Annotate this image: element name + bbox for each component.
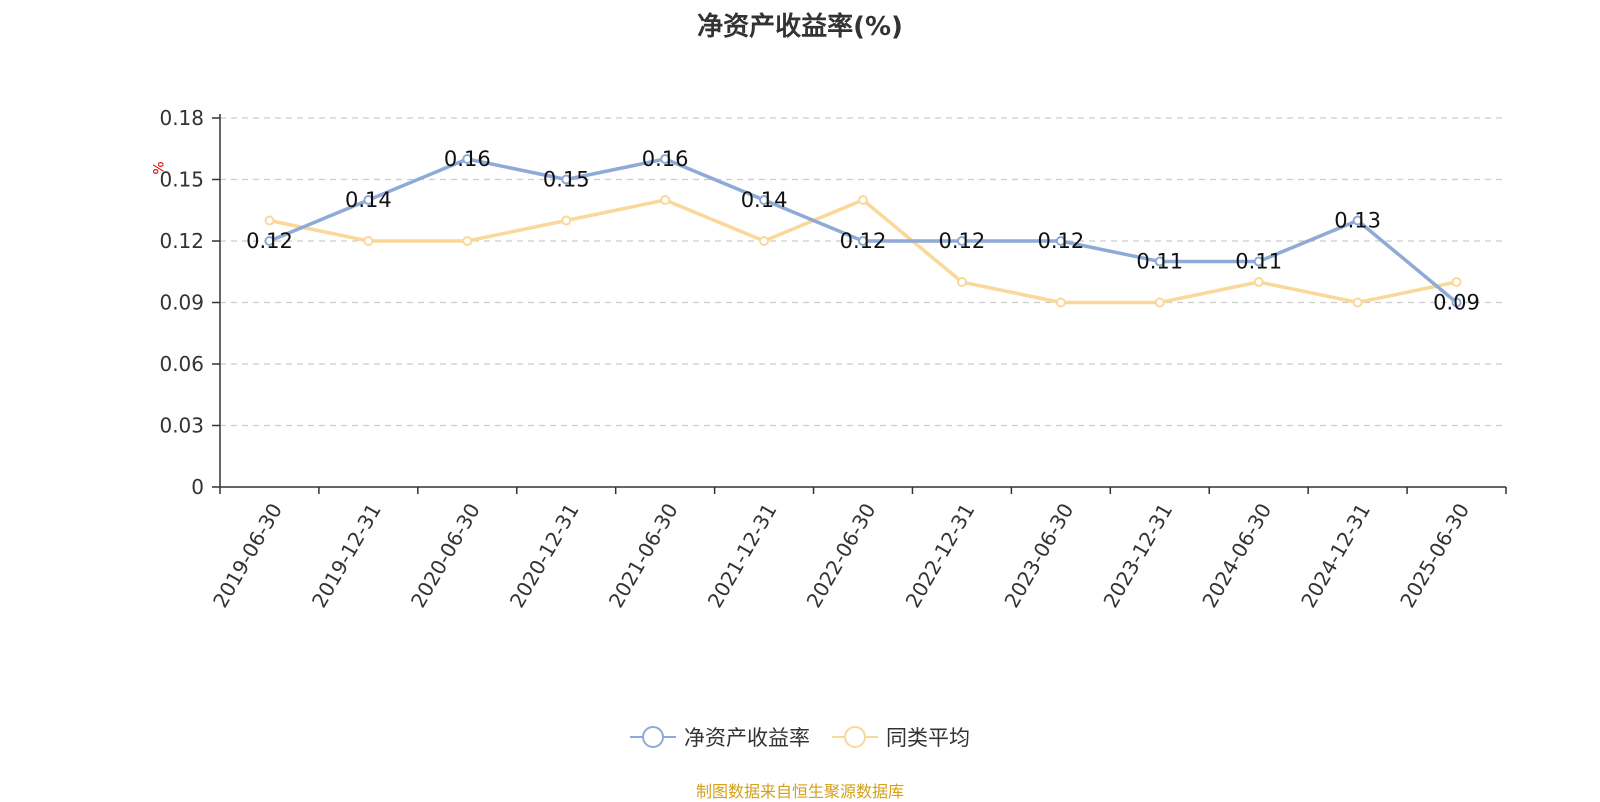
legend-swatch-peer-icon [832,726,878,748]
x-tick-label: 2020-12-31 [505,499,584,612]
y-tick-label: 0.06 [159,352,204,376]
legend-label-peer-average: 同类平均 [886,726,970,750]
data-point-roe [956,236,967,246]
data-label-roe: 0.12 [1037,229,1084,253]
x-tick-label: 2022-12-31 [901,499,980,612]
data-label-roe: 0.12 [939,229,986,253]
x-tick-label: 2023-12-31 [1098,499,1177,612]
data-point-peer-average [1352,297,1363,308]
data-point-peer-average [759,236,770,246]
data-label-roe: 0.12 [840,229,887,253]
data-label-roe: 0.16 [444,147,491,171]
data-point-roe [759,195,770,205]
data-point-roe [660,154,671,164]
data-point-peer-average [858,195,868,205]
data-point-roe [561,174,572,185]
data-label-roe: 0.12 [246,229,293,253]
x-tick-label: 2024-06-30 [1197,499,1276,612]
data-point-peer-average [1154,297,1165,308]
data-point-roe [858,236,868,246]
data-point-roe [1154,256,1165,267]
legend-item-roe[interactable]: 净资产收益率 [630,722,810,752]
data-label-roe: 0.15 [543,168,590,192]
data-point-peer-average [660,195,671,205]
data-point-peer-average [1451,277,1462,287]
legend-swatch-roe-icon [630,726,676,748]
legend: 净资产收益率 同类平均 [0,722,1600,752]
legend-item-peer-average[interactable]: 同类平均 [832,722,970,752]
data-point-peer-average [1253,277,1264,287]
data-label-roe: 0.14 [345,188,392,212]
data-label-roe: 0.13 [1334,209,1381,233]
x-tick-label: 2020-06-30 [406,499,485,612]
data-point-roe [1451,297,1462,308]
x-tick-label: 2025-06-30 [1395,499,1474,612]
legend-label-roe: 净资产收益率 [684,726,810,750]
data-point-peer-average [956,277,967,287]
data-point-roe [462,154,473,164]
data-label-roe: 0.09 [1433,291,1480,315]
data-point-roe [363,195,374,205]
y-tick-label: 0.09 [159,291,204,315]
x-tick-label: 2021-12-31 [703,499,782,612]
x-tick-label: 2024-12-31 [1296,499,1375,612]
chart-title: 净资产收益率(%) [697,12,903,42]
data-label-roe: 0.16 [642,147,689,171]
data-point-roe [264,236,275,246]
y-tick-label: 0.12 [159,229,204,253]
data-label-roe: 0.11 [1235,250,1282,274]
x-tick-label: 2019-06-30 [208,499,287,612]
data-point-roe [1253,256,1264,267]
data-point-peer-average [1055,297,1066,308]
x-tick-label: 2021-06-30 [604,499,683,612]
data-label-roe: 0.14 [741,188,788,212]
x-tick-label: 2019-12-31 [307,499,386,612]
data-point-peer-average [264,215,275,226]
y-tick-label: 0.18 [159,106,204,130]
y-tick-label: 0.15 [159,168,204,192]
data-point-roe [1055,236,1066,246]
y-tick-label: 0.03 [159,414,204,438]
y-tick-label: 0 [191,475,204,499]
x-tick-label: 2023-06-30 [999,499,1078,612]
data-point-peer-average [462,236,473,246]
x-tick-label: 2022-06-30 [802,499,881,612]
data-point-roe [1352,215,1363,226]
data-source-note: 制图数据来自恒生聚源数据库 [695,782,904,801]
data-label-roe: 0.11 [1136,250,1183,274]
data-point-peer-average [363,236,374,246]
data-point-peer-average [561,215,572,226]
